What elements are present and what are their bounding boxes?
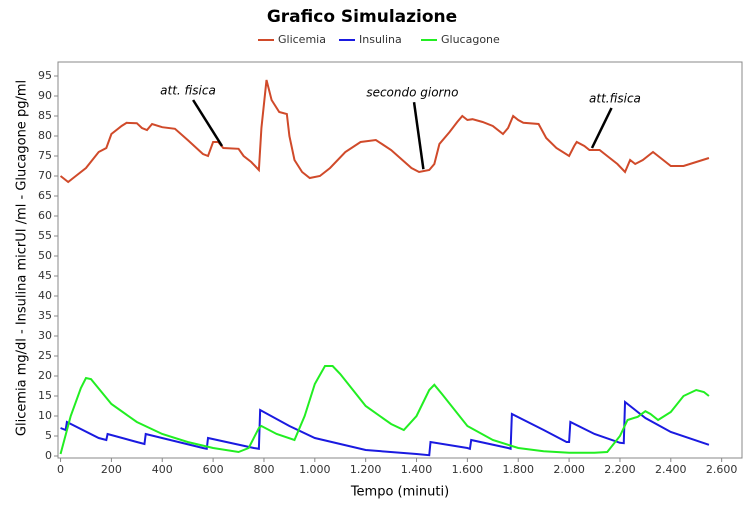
legend-label: Glucagone — [441, 33, 500, 46]
x-tick-label: 2.200 — [604, 463, 636, 476]
y-tick-label: 15 — [38, 389, 52, 402]
y-tick-label: 5 — [45, 429, 52, 442]
y-tick-label: 55 — [38, 229, 52, 242]
x-tick-label: 2.600 — [706, 463, 738, 476]
y-tick-label: 65 — [38, 189, 52, 202]
annotation-arrow — [590, 107, 613, 149]
x-tick-label: 400 — [152, 463, 173, 476]
y-tick-label: 75 — [38, 149, 52, 162]
y-tick-label: 20 — [38, 369, 52, 382]
x-tick-label: 1.600 — [452, 463, 484, 476]
y-tick-label: 30 — [38, 329, 52, 342]
legend-label: Insulina — [359, 33, 402, 46]
chart-title: Grafico Simulazione — [267, 7, 457, 27]
y-tick-label: 50 — [38, 249, 52, 262]
annotation-arrow — [412, 102, 425, 170]
y-tick-label: 95 — [38, 69, 52, 82]
x-tick-label: 1.200 — [350, 463, 382, 476]
x-tick-label: 1.800 — [502, 463, 534, 476]
series-line — [60, 399, 710, 457]
y-tick-label: 80 — [38, 129, 52, 142]
x-tick-label: 200 — [101, 463, 122, 476]
x-tick-label: 1.400 — [401, 463, 433, 476]
y-axis-label: Glicemia mg/dl - Insulina micrUI /ml - G… — [15, 80, 30, 436]
y-tick-label: 0 — [45, 449, 52, 462]
x-tick-label: 600 — [203, 463, 224, 476]
x-tick-label: 2.400 — [655, 463, 687, 476]
annotation-arrow — [192, 99, 224, 147]
y-tick-label: 40 — [38, 289, 52, 302]
y-tick-label: 45 — [38, 269, 52, 282]
annotation: att.fisica — [589, 92, 641, 106]
legend-label: Glicemia — [278, 33, 326, 46]
x-tick-label: 800 — [253, 463, 274, 476]
x-axis-label: Tempo (minuti) — [350, 485, 449, 500]
series-line — [59, 79, 710, 184]
x-tick-label: 1.000 — [299, 463, 331, 476]
y-tick-label: 70 — [38, 169, 52, 182]
y-tick-label: 60 — [38, 209, 52, 222]
series-line — [59, 365, 710, 455]
y-tick-label: 35 — [38, 309, 52, 322]
plot-frame — [57, 61, 743, 459]
y-tick-label: 25 — [38, 349, 52, 362]
y-tick-label: 85 — [38, 109, 52, 122]
y-tick-label: 10 — [38, 409, 52, 422]
x-tick-label: 0 — [57, 463, 64, 476]
annotation: secondo giorno — [366, 86, 458, 100]
x-tick-label: 2.000 — [553, 463, 585, 476]
y-tick-label: 90 — [38, 89, 52, 102]
annotation: att. fisica — [160, 84, 216, 98]
